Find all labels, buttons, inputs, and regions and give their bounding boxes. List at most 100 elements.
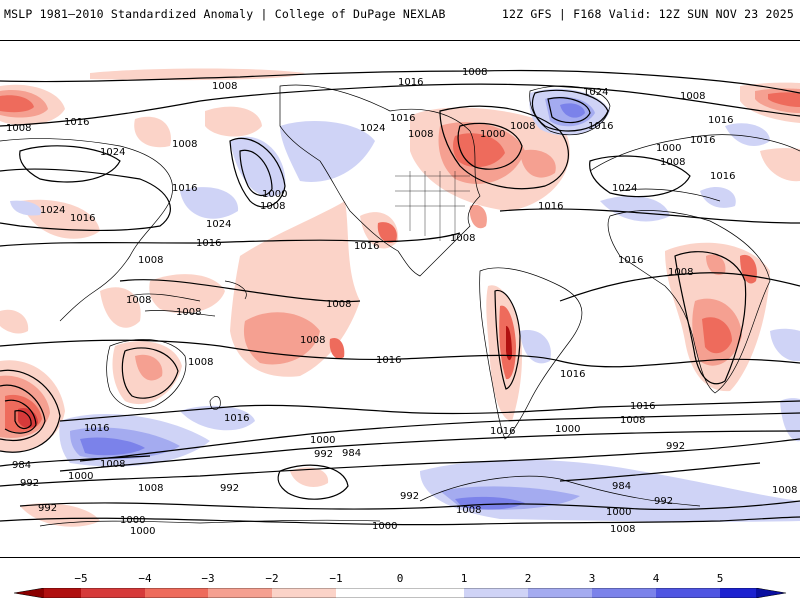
isobar-label: 1008 <box>260 201 285 212</box>
colorbar-tick: 3 <box>588 572 596 585</box>
isobar-1024-greenland <box>531 89 609 132</box>
isobar-label: 992 <box>666 441 685 452</box>
anomaly-pos-1 <box>180 187 239 219</box>
isobar-label: 1000 <box>606 507 631 518</box>
colorbar-swatch <box>44 588 81 598</box>
anomaly-shading <box>0 68 800 527</box>
anomaly-neg-3 <box>768 92 800 107</box>
anomaly-pos-1 <box>725 123 770 146</box>
coast-africa <box>607 210 771 394</box>
anomaly-neg-3 <box>453 133 505 168</box>
colorbar-labels: −5 −4 −3 −2 −1 0 1 2 3 4 5 <box>0 572 800 586</box>
isobar-1008-antarctic <box>0 516 800 526</box>
isobar-label: 1016 <box>630 401 655 412</box>
isobar-label: 1008 <box>462 67 487 78</box>
colorbar-swatch <box>464 588 528 598</box>
anomaly-pos-3 <box>80 437 145 456</box>
isobar-1016-south <box>0 339 800 368</box>
isobar-label: 984 <box>12 460 31 471</box>
isobar-1016-asia <box>0 168 171 232</box>
colorbar-tick: 2 <box>524 572 532 585</box>
colorbar-strip <box>13 588 787 598</box>
colorbar-swatch <box>81 588 145 598</box>
anomaly-neg-3 <box>702 317 732 354</box>
isobar-label: 1024 <box>360 123 385 134</box>
isobar-label: 1024 <box>612 183 637 194</box>
coast-south-america <box>479 267 583 440</box>
isobar-label: 1008 <box>212 81 237 92</box>
isobar-pacific-high-2 <box>239 149 273 196</box>
isobar-label: 1016 <box>538 201 563 212</box>
isobar-label: 984 <box>612 481 631 492</box>
isobar-label: 1000 <box>262 189 287 200</box>
isobar-label: 1008 <box>6 123 31 134</box>
isobar-africa-low <box>674 251 747 385</box>
anomaly-neg-1 <box>290 467 329 487</box>
colorbar-swatch <box>656 588 720 598</box>
isobar-label: 1000 <box>656 143 681 154</box>
isobar-1016-midlat <box>0 208 800 247</box>
isobar-label: 1008 <box>100 459 125 470</box>
world-map: 1008 1016 1008 1024 1008 1008 1016 1024 … <box>0 40 800 558</box>
coast-north-america <box>279 84 481 277</box>
isobar-label-group: 1008 1016 1008 1024 1008 1008 1016 1024 … <box>6 67 797 537</box>
isobar-1008-tropics <box>119 272 800 303</box>
colorbar-swatch <box>592 588 656 598</box>
colorbar-swatch <box>528 588 592 598</box>
isobar-label: 1008 <box>172 139 197 150</box>
isobar-label: 1000 <box>120 515 145 526</box>
isobar-label: 1008 <box>176 307 201 318</box>
isobar-992-low <box>277 464 349 500</box>
isobar-label: 992 <box>38 503 57 514</box>
anomaly-pos-3 <box>455 496 525 510</box>
coast-us-states <box>395 171 470 241</box>
anomaly-pos-1 <box>10 200 41 216</box>
anomaly-pos-1 <box>230 136 286 197</box>
anomaly-neg-1 <box>205 106 262 137</box>
anomaly-neg-2 <box>243 312 320 365</box>
isobar-label: 1016 <box>708 115 733 126</box>
anomaly-pos-1 <box>700 186 736 208</box>
isobar-label: 1024 <box>583 87 608 98</box>
isobar-label: 984 <box>342 448 361 459</box>
isobar-label: 1008 <box>138 255 163 266</box>
isobar-label: 1008 <box>408 129 433 140</box>
isobar-label: 1016 <box>84 423 109 434</box>
colorbar-tick: −1 <box>329 572 343 585</box>
colorbar-tick: −3 <box>201 572 215 585</box>
anomaly-pos-3 <box>560 103 585 118</box>
coast-antarctica <box>39 475 701 527</box>
colorbar-tick: 4 <box>652 572 660 585</box>
anomaly-pos-1 <box>280 121 375 182</box>
isobar-label: 1016 <box>172 183 197 194</box>
isobar-sa-low <box>494 289 521 390</box>
isobar-label: 1008 <box>450 233 475 244</box>
isobar-label: 1016 <box>560 369 585 380</box>
isobar-label: 1016 <box>70 213 95 224</box>
colorbar-swatch <box>208 588 272 598</box>
isobar-label: 1008 <box>138 483 163 494</box>
isobar-label: 1016 <box>196 238 221 249</box>
isobar-label: 1008 <box>668 267 693 278</box>
isobar-label: 1008 <box>610 524 635 535</box>
isobar-label: 1008 <box>772 485 797 496</box>
isobar-label: 1000 <box>130 526 155 537</box>
anomaly-pos-1 <box>780 398 800 442</box>
isobar-label: 1008 <box>126 295 151 306</box>
isobar-984-south <box>0 455 761 482</box>
isobar-1016-north <box>0 83 800 127</box>
colorbar-tick: −2 <box>265 572 279 585</box>
isobars <box>0 69 800 526</box>
anomaly-neg-2 <box>520 149 556 178</box>
isobar-label: 1008 <box>456 505 481 516</box>
anomaly-neg-2 <box>135 354 163 381</box>
isobar-label: 992 <box>314 449 333 460</box>
isobar-label: 1008 <box>660 157 685 168</box>
model-valid-time: 12Z GFS | F168 Valid: 12Z SUN NOV 23 202… <box>501 7 794 21</box>
isobar-1000-south <box>59 430 800 472</box>
isobar-label: 1008 <box>680 91 705 102</box>
isobar-label: 992 <box>654 496 673 507</box>
isobar-label: 1024 <box>100 147 125 158</box>
colorbar-swatch <box>336 588 464 598</box>
anomaly-pos-1 <box>520 330 551 364</box>
